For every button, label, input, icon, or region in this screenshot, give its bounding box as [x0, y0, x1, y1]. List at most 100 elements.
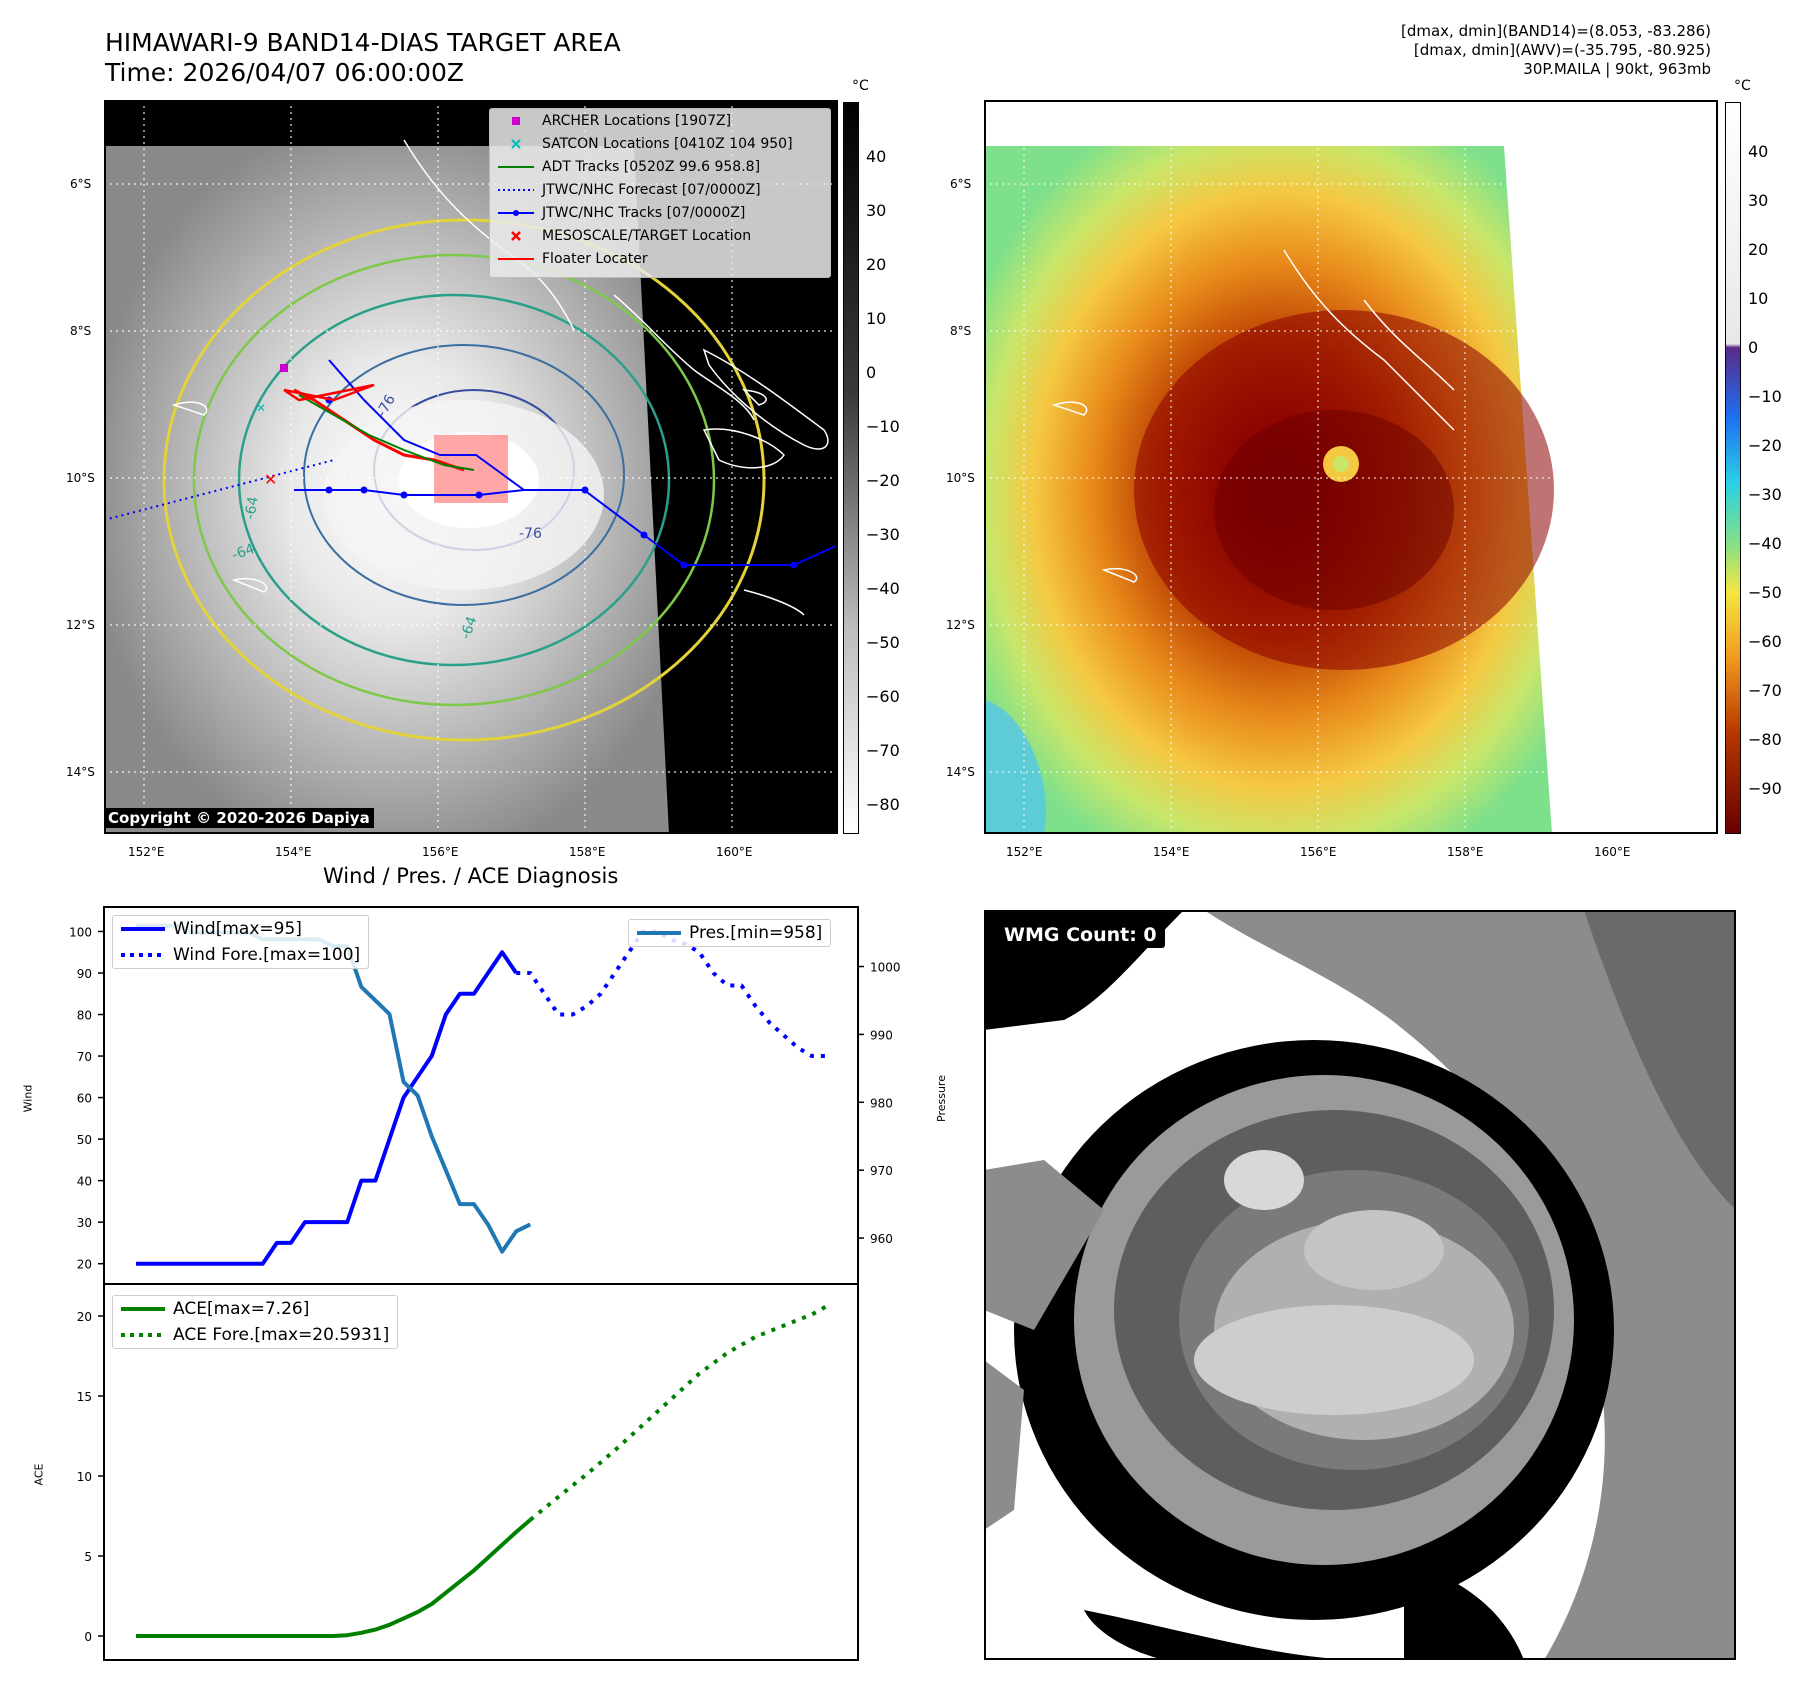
wind-tick-label: 20 — [77, 1258, 92, 1272]
line-dot-icon — [498, 209, 534, 216]
ace-series-line — [136, 1518, 532, 1638]
wmg-image — [984, 910, 1736, 1660]
info-storm-summary: 30P.MAILA | 90kt, 963mb — [1523, 60, 1711, 78]
lat-label: 14°S — [946, 765, 975, 779]
contour-label: -76 — [519, 526, 542, 542]
lon-label: 156°E — [422, 845, 459, 859]
wind-tick-label: 30 — [77, 1216, 92, 1230]
ace-tick-label: 0 — [84, 1630, 92, 1644]
wind-tick-label: 80 — [77, 1009, 92, 1023]
legend-mesoscale: MESOSCALE/TARGET Location — [490, 224, 830, 247]
ace-axis-label: ACE — [32, 1463, 46, 1486]
svg-text:✕: ✕ — [256, 401, 266, 415]
contour-label: -64 — [458, 614, 481, 641]
lon-label: 152°E — [1006, 845, 1043, 859]
ace-forecast-line — [529, 1304, 827, 1522]
lon-label: 154°E — [275, 845, 312, 859]
wind-forecast-line — [516, 929, 826, 1059]
ir-map-image: ✕ ✕ -76 -76 -64 -64 -64 — [104, 100, 838, 834]
wind-tick-label: 40 — [77, 1175, 92, 1189]
line-icon — [121, 1307, 165, 1311]
color-ir-image — [984, 100, 1718, 834]
wind-legend: Wind[max=95] Wind Fore.[max=100] — [112, 915, 370, 969]
lon-label: 158°E — [1447, 845, 1484, 859]
svg-text:✕: ✕ — [264, 470, 277, 489]
pressure-tick-label: 990 — [870, 1028, 893, 1042]
legend-floater: Floater Locater — [490, 247, 830, 270]
legend-jtwc-forecast: JTWC/NHC Forecast [07/0000Z] — [490, 178, 830, 201]
dotted-line-icon — [121, 953, 165, 957]
lat-label: 10°S — [66, 471, 95, 485]
title-line-2: Time: 2026/04/07 06:00:00Z — [105, 58, 464, 87]
legend-wind-fore: Wind Fore.[max=100] — [113, 942, 368, 968]
contour-label: -64 — [230, 541, 257, 564]
line-icon — [121, 927, 165, 931]
pressure-tick-label: 970 — [870, 1164, 893, 1178]
legend-archer: ARCHER Locations [1907Z] — [490, 109, 830, 132]
legend-adt: ADT Tracks [0520Z 99.6 958.8] — [490, 155, 830, 178]
wmg-panel — [984, 910, 1736, 1660]
lon-label: 154°E — [1153, 845, 1190, 859]
wind-tick-label: 100 — [69, 925, 92, 939]
ace-tick-label: 20 — [77, 1310, 92, 1324]
colorbar-unit: °C — [1734, 78, 1751, 94]
legend-wind: Wind[max=95] — [113, 916, 368, 942]
line-icon — [498, 257, 534, 260]
wmg-count-badge: WMG Count: 0 — [996, 922, 1165, 948]
info-awv-range: [dmax, dmin](AWV)=(-35.795, -80.925) — [1413, 41, 1711, 59]
info-band14-range: [dmax, dmin](BAND14)=(8.053, -83.286) — [1400, 22, 1711, 40]
colorbar-unit: °C — [852, 78, 869, 94]
line-icon — [637, 931, 681, 935]
x-marker-icon — [511, 230, 521, 241]
lat-label: 12°S — [946, 618, 975, 632]
ace-plot-frame — [103, 1283, 859, 1661]
x-marker-icon — [511, 138, 521, 149]
grayscale-colorbar — [843, 102, 859, 834]
wind-tick-label: 90 — [77, 967, 92, 981]
legend-pres: Pres.[min=958] — [629, 920, 830, 946]
lat-label: 10°S — [946, 471, 975, 485]
lat-label: 8°S — [950, 324, 972, 338]
lon-label: 152°E — [128, 845, 165, 859]
dotted-line-icon — [121, 1333, 165, 1337]
pressure-axis-label: Pressure — [934, 1075, 948, 1122]
storm-info: [dmax, dmin](BAND14)=(8.053, -83.286) [d… — [1401, 22, 1711, 79]
color-ir-panel — [984, 100, 1718, 834]
pressure-tick-label: 960 — [870, 1232, 893, 1246]
pressure-tick-label: 980 — [870, 1096, 893, 1110]
legend-jtwc-tracks: JTWC/NHC Tracks [07/0000Z] — [490, 201, 830, 224]
pressure-legend: Pres.[min=958] — [628, 919, 832, 947]
legend-ace-fore: ACE Fore.[max=20.5931] — [113, 1322, 397, 1348]
square-marker-icon — [512, 116, 520, 125]
legend-ace: ACE[max=7.26] — [113, 1296, 397, 1322]
wind-axis-label: Wind — [21, 1084, 35, 1113]
lat-label: 12°S — [66, 618, 95, 632]
diagnosis-title: Wind / Pres. / ACE Diagnosis — [323, 864, 619, 888]
wind-tick-label: 50 — [77, 1133, 92, 1147]
ace-tick-label: 5 — [84, 1550, 92, 1564]
wind-series-line — [136, 950, 518, 1266]
wind-tick-label: 70 — [77, 1050, 92, 1064]
pressure-tick-label: 1000 — [870, 961, 901, 975]
lat-label: 6°S — [950, 177, 972, 191]
pressure-series-line — [136, 923, 532, 1254]
title-line-1: HIMAWARI-9 BAND14-DIAS TARGET AREA — [105, 28, 621, 57]
copyright-badge: Copyright © 2020-2026 Dapiya — [104, 808, 374, 828]
lat-label: 14°S — [66, 765, 95, 779]
lon-label: 160°E — [1594, 845, 1631, 859]
lat-label: 6°S — [70, 177, 92, 191]
ace-tick-label: 15 — [77, 1390, 92, 1404]
line-icon — [498, 165, 534, 168]
dotted-line-icon — [498, 188, 534, 191]
lon-label: 160°E — [716, 845, 753, 859]
ace-tick-label: 10 — [77, 1470, 92, 1484]
figure-title: HIMAWARI-9 BAND14-DIAS TARGET AREA Time:… — [105, 28, 621, 88]
ir-map-panel: ✕ ✕ -76 -76 -64 -64 -64 — [104, 100, 838, 834]
color-colorbar — [1725, 102, 1741, 834]
map-legend: ARCHER Locations [1907Z] SATCON Location… — [489, 108, 831, 278]
lat-label: 8°S — [70, 324, 92, 338]
wind-tick-label: 60 — [77, 1092, 92, 1106]
contour-label: -64 — [242, 495, 262, 520]
lon-label: 156°E — [1300, 845, 1337, 859]
